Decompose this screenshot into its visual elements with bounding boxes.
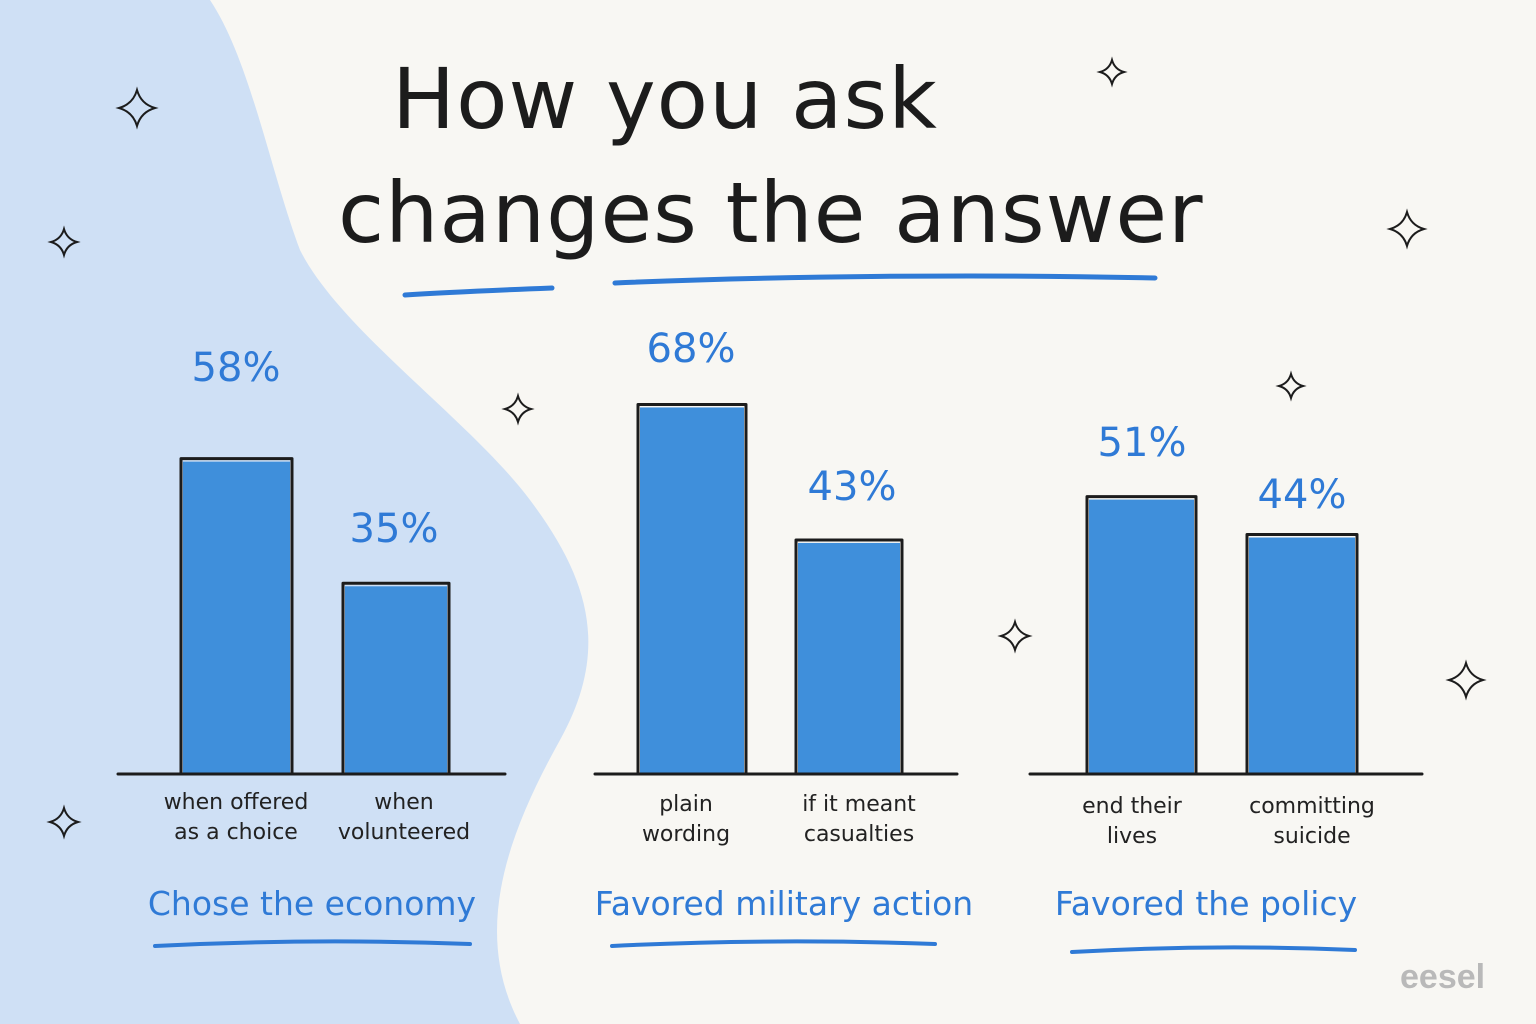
sparkle-icon xyxy=(1445,659,1487,701)
category-label-economy-offered: when offered as a choice xyxy=(163,790,309,845)
sparkle-icon xyxy=(1096,56,1128,88)
value-label-military-plain: 68% xyxy=(646,326,736,372)
value-label-policy-end-lives: 51% xyxy=(1097,420,1187,466)
sparkle-icon xyxy=(1275,370,1307,402)
bar-outline xyxy=(636,402,748,773)
bar xyxy=(798,542,900,773)
title-underline xyxy=(402,273,1158,298)
value-label-military-casualties: 43% xyxy=(807,464,897,510)
bar-outline xyxy=(179,457,294,773)
bar-outline xyxy=(794,538,904,773)
value-label-economy-offered: 58% xyxy=(191,345,281,391)
title-line-2: changes the answer xyxy=(338,164,1204,262)
sparkle-icon xyxy=(1386,208,1428,250)
sparkle-icon xyxy=(46,804,82,840)
bar-group-1 xyxy=(116,457,507,948)
category-label-policy-suicide: committing suicide xyxy=(1249,794,1375,849)
charts-layer xyxy=(116,402,1424,954)
sparkle-decorations xyxy=(46,56,1487,840)
category-label-military-plain: plain wording xyxy=(641,792,731,847)
value-label-economy-volunteered: 35% xyxy=(349,506,439,552)
bar xyxy=(640,407,744,773)
brand-logo: eesel xyxy=(1400,958,1486,996)
group-title-military: Favored military action xyxy=(594,884,974,923)
group-title-policy: Favored the policy xyxy=(1054,884,1358,923)
sparkle-icon xyxy=(47,225,81,259)
bar-group-2 xyxy=(593,402,959,948)
category-label-policy-end-lives: end their lives xyxy=(1082,794,1182,849)
title-line-1: How you ask xyxy=(392,50,938,148)
bar xyxy=(1089,499,1194,773)
bar xyxy=(183,461,290,773)
value-label-policy-suicide: 44% xyxy=(1257,472,1347,518)
bar-group-3 xyxy=(1028,495,1424,954)
sparkle-icon xyxy=(115,86,159,130)
category-label-economy-volunteered: when volunteered xyxy=(337,790,471,845)
sparkle-icon xyxy=(997,618,1033,654)
bar xyxy=(1249,537,1355,773)
group-title-economy: Chose the economy xyxy=(147,884,477,923)
sparkle-icon xyxy=(501,392,535,426)
group-underline xyxy=(153,939,472,948)
background-blob xyxy=(0,0,589,1024)
category-label-military-casualties: if it meant casualties xyxy=(802,792,916,847)
bar-outline xyxy=(341,581,451,773)
bar-outline xyxy=(1085,495,1198,773)
group-underline xyxy=(610,939,937,948)
bar xyxy=(345,586,447,773)
group-underline xyxy=(1070,945,1357,954)
bar-outline xyxy=(1245,533,1359,773)
